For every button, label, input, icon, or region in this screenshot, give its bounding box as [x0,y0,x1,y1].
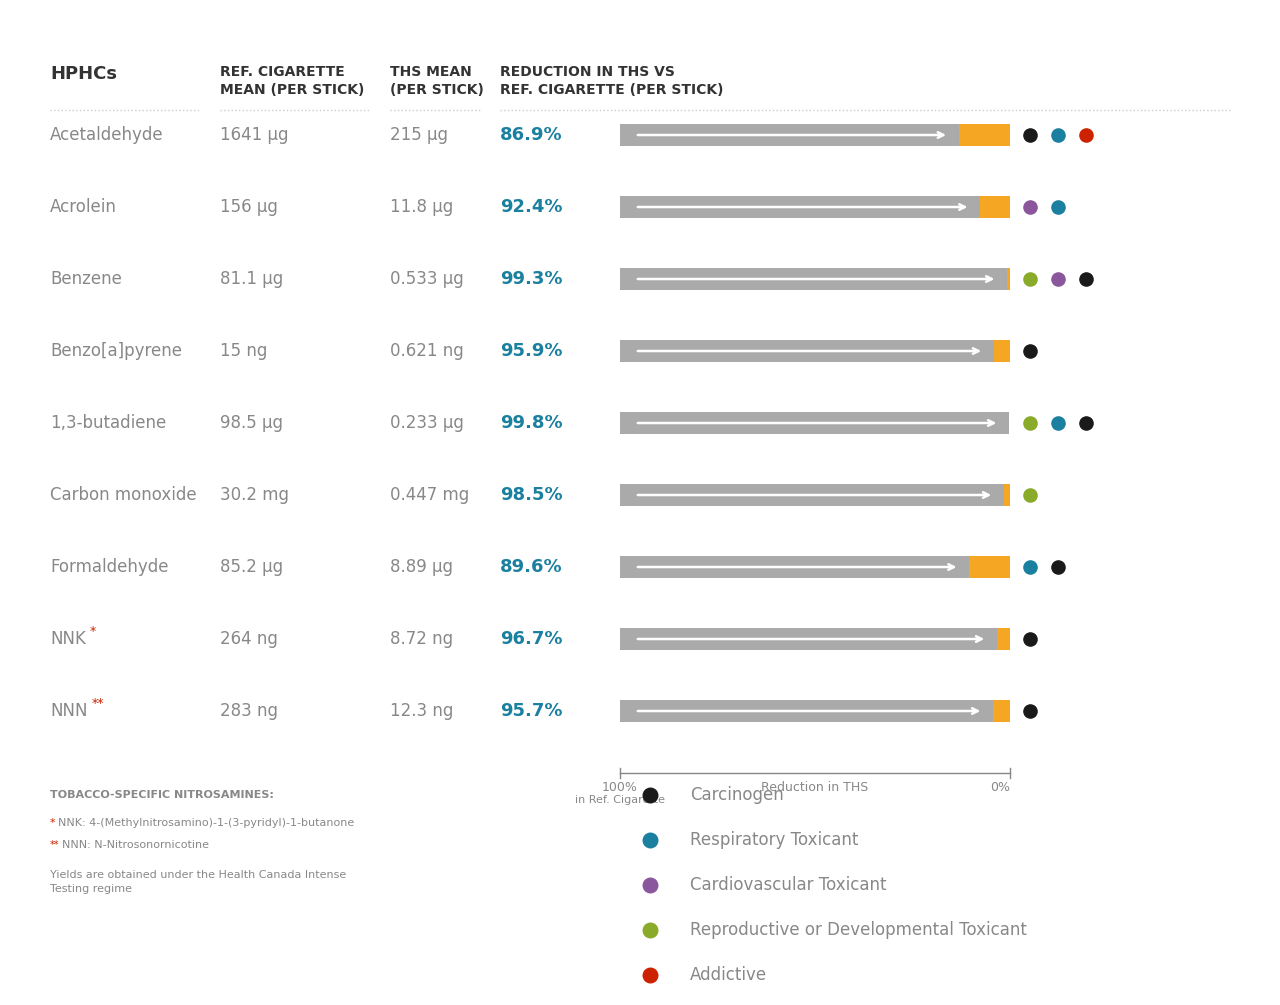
Text: *: * [50,818,55,828]
Bar [1004,484,1010,506]
Bar [620,268,1007,290]
Point [1048,559,1069,575]
Text: 283 ng: 283 ng [220,702,278,720]
Text: 81.1 μg: 81.1 μg [220,270,283,288]
Text: Benzene: Benzene [50,270,122,288]
Text: 99.3%: 99.3% [500,270,562,288]
Text: 264 ng: 264 ng [220,630,278,648]
Text: Reduction in THS: Reduction in THS [762,781,869,794]
Text: REF. CIGARETTE
MEAN (PER STICK): REF. CIGARETTE MEAN (PER STICK) [220,65,365,97]
Text: 86.9%: 86.9% [500,126,563,144]
Text: REDUCTION IN THS VS
REF. CIGARETTE (PER STICK): REDUCTION IN THS VS REF. CIGARETTE (PER … [500,65,723,97]
Text: in Ref. Cigarette: in Ref. Cigarette [575,795,666,805]
Text: NNN: NNN [50,702,87,720]
Point [640,967,660,983]
Text: Respiratory Toxicant: Respiratory Toxicant [690,831,859,849]
Text: Reproductive or Developmental Toxicant: Reproductive or Developmental Toxicant [690,921,1027,939]
Text: 1,3-butadiene: 1,3-butadiene [50,414,166,432]
Point [640,787,660,803]
Point [1075,415,1096,431]
Text: **: ** [50,840,59,850]
Point [1020,415,1041,431]
Bar [620,196,980,218]
Text: 8.89 μg: 8.89 μg [390,558,453,576]
Text: Acetaldehyde: Acetaldehyde [50,126,164,144]
Text: NNK: 4-(Methylnitrosamino)-1-(3-pyridyl)-1-butanone: NNK: 4-(Methylnitrosamino)-1-(3-pyridyl)… [58,818,355,828]
Text: 156 μg: 156 μg [220,198,278,216]
Text: NNK: NNK [50,630,86,648]
Bar [980,196,1010,218]
Text: 8.72 ng: 8.72 ng [390,630,453,648]
Text: 89.6%: 89.6% [500,558,563,576]
Point [1020,127,1041,143]
Text: 100%: 100% [602,781,637,794]
Bar [620,340,995,362]
Text: 85.2 μg: 85.2 μg [220,558,283,576]
Point [1020,271,1041,287]
Text: Cardiovascular Toxicant: Cardiovascular Toxicant [690,876,887,894]
Point [1048,199,1069,215]
Point [1048,415,1069,431]
Text: 12.3 ng: 12.3 ng [390,702,453,720]
Text: 0.533 μg: 0.533 μg [390,270,463,288]
Bar [959,124,1010,146]
Text: Carbon monoxide: Carbon monoxide [50,486,197,504]
Point [1020,487,1041,504]
Bar [969,556,1010,578]
Bar [993,700,1010,722]
Point [1075,271,1096,287]
Text: 0.621 ng: 0.621 ng [390,342,463,360]
Point [640,877,660,893]
Text: 95.7%: 95.7% [500,702,562,720]
Text: Acrolein: Acrolein [50,198,116,216]
Text: 92.4%: 92.4% [500,198,562,216]
Text: Addictive: Addictive [690,966,767,984]
Point [1020,343,1041,359]
Point [1048,271,1069,287]
Bar [620,124,959,146]
Bar [995,340,1010,362]
Text: TOBACCO-SPECIFIC NITROSAMINES:: TOBACCO-SPECIFIC NITROSAMINES: [50,790,274,800]
Bar [620,484,1004,506]
Bar [620,412,1009,434]
Point [640,922,660,938]
Text: NNN: N-Nitrosonornicotine: NNN: N-Nitrosonornicotine [61,840,209,850]
Text: 95.9%: 95.9% [500,342,562,360]
Text: 15 ng: 15 ng [220,342,268,360]
Point [1020,199,1041,215]
Point [1020,631,1041,647]
Text: 0%: 0% [989,781,1010,794]
Point [1075,127,1096,143]
Text: **: ** [92,696,105,710]
Text: THS MEAN
(PER STICK): THS MEAN (PER STICK) [390,65,484,97]
Text: 99.8%: 99.8% [500,414,563,432]
Text: 0.233 μg: 0.233 μg [390,414,463,432]
Text: Formaldehyde: Formaldehyde [50,558,169,576]
Text: Benzo[a]pyrene: Benzo[a]pyrene [50,342,182,360]
Text: 30.2 mg: 30.2 mg [220,486,289,504]
Text: 0.447 mg: 0.447 mg [390,486,470,504]
Text: 98.5%: 98.5% [500,486,563,504]
Point [640,832,660,848]
Text: 11.8 μg: 11.8 μg [390,198,453,216]
Text: 98.5 μg: 98.5 μg [220,414,283,432]
Text: 96.7%: 96.7% [500,630,562,648]
Text: 1641 μg: 1641 μg [220,126,288,144]
Text: Yields are obtained under the Health Canada Intense
Testing regime: Yields are obtained under the Health Can… [50,870,347,894]
Bar [620,628,997,650]
Text: 215 μg: 215 μg [390,126,448,144]
Bar [997,628,1010,650]
Text: HPHCs: HPHCs [50,65,116,83]
Bar [1007,268,1010,290]
Bar [620,556,969,578]
Text: *: * [90,624,96,637]
Point [1048,127,1069,143]
Point [1020,559,1041,575]
Point [1020,702,1041,719]
Bar [620,700,993,722]
Text: Carcinogen: Carcinogen [690,786,783,804]
